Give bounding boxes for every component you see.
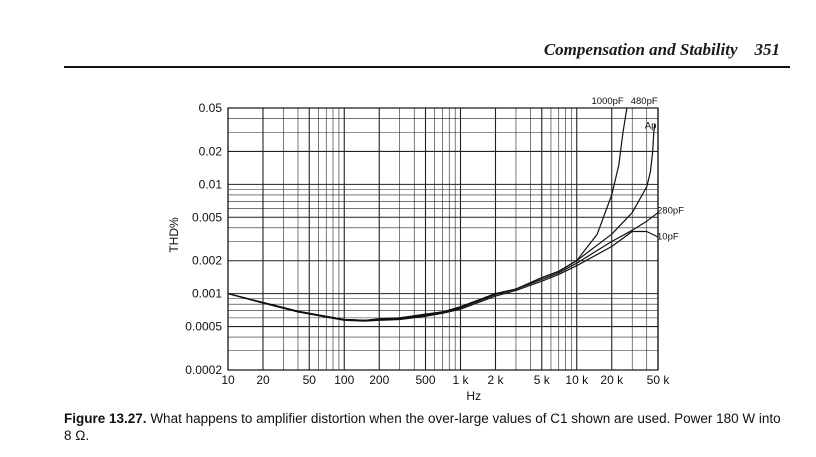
header-rule	[64, 66, 790, 68]
x-tick-label: 10 k	[565, 373, 589, 387]
y-tick-label: 0.0002	[185, 363, 222, 377]
header-title: Compensation and Stability	[543, 40, 738, 59]
x-tick-label: 10	[221, 373, 235, 387]
annotation-label: Ap	[645, 121, 657, 132]
y-tick-label: 0.002	[192, 254, 222, 268]
running-header: Compensation and Stability 351	[480, 40, 780, 60]
y-tick-label: 0.01	[199, 177, 223, 191]
x-tick-label: 50 k	[647, 373, 671, 387]
y-tick-label: 0.02	[199, 144, 223, 158]
thd-chart: 10 20 50 100 200 500 1 k 2 k 5 k 10 k 20 k 50 k 0.0…	[167, 96, 685, 400]
series-line-1000pF	[227, 107, 628, 321]
y-tick-labels: 0.05 0.02 0.01 0.005 0.002 0.001 0.0005 0.0002	[185, 101, 222, 377]
x-tick-label: 100	[334, 373, 354, 387]
x-tick-label: 1 k	[452, 373, 469, 387]
chart-grid	[227, 107, 659, 371]
y-tick-label: 0.0005	[185, 320, 222, 334]
y-tick-label: 0.001	[192, 287, 222, 301]
x-tick-label: 5 k	[534, 373, 551, 387]
x-tick-label: 50	[303, 373, 317, 387]
x-tick-label: 20 k	[600, 373, 624, 387]
plot-frame	[227, 107, 659, 371]
annotation-label: 10pF	[657, 232, 679, 243]
figure-caption-text: What happens to amplifier distortion whe…	[64, 411, 781, 443]
y-tick-label: 0.005	[192, 210, 222, 224]
chart-annotations: 1000pF 480pF Ap 280pF 10pF	[592, 96, 685, 243]
x-tick-labels: 10 20 50 100 200 500 1 k 2 k 5 k 10 k 20 k 50 k	[221, 373, 670, 387]
figure-label: Figure 13.27.	[64, 411, 147, 426]
chart-series	[227, 107, 659, 322]
series-line-10pF	[227, 230, 659, 322]
page-number: 351	[754, 40, 781, 59]
annotation-label: 1000pF	[592, 96, 624, 107]
y-tick-label: 0.05	[199, 101, 223, 115]
figure-caption: Figure 13.27. What happens to amplifier …	[64, 410, 784, 444]
x-tick-label: 20	[256, 373, 270, 387]
x-tick-label: 2 k	[487, 373, 504, 387]
annotation-label: 280pF	[657, 206, 684, 217]
x-tick-label: 200	[369, 373, 389, 387]
series-line-480pF	[227, 123, 656, 321]
x-axis-label: Hz	[466, 389, 481, 400]
x-tick-label: 500	[415, 373, 435, 387]
y-axis-label: THD%	[167, 217, 181, 253]
annotation-label: 480pF	[631, 96, 658, 107]
